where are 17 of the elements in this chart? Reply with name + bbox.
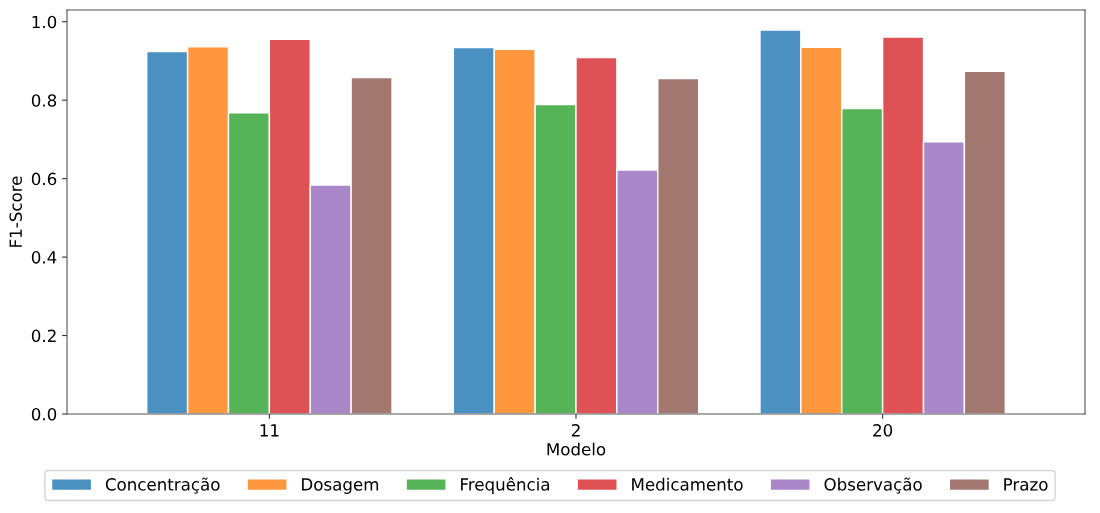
y-tick-label: 0.8	[31, 94, 57, 107]
legend-label: Prazo	[1004, 478, 1048, 491]
y-tick-label: 0.0	[31, 407, 57, 421]
x-tick-label: 2	[571, 424, 580, 437]
y-tick-label: 0.2	[31, 329, 56, 343]
legend-label: Dosagem	[302, 478, 379, 494]
y-tick-label: 0.4	[31, 251, 57, 264]
legend-label: Concentração	[105, 477, 220, 494]
legend-label: Frequência	[461, 477, 550, 494]
y-axis-title: F1-Score	[9, 176, 22, 247]
legend-label: Observação	[824, 477, 922, 494]
y-tick-label: 1.0	[32, 15, 57, 29]
y-tick-label: 0.6	[31, 172, 57, 186]
legend-label: Medicamento	[632, 477, 743, 491]
x-tick-label: 11	[260, 424, 279, 437]
x-tick-label: 20	[873, 424, 893, 437]
x-axis-title: Modelo	[547, 442, 606, 456]
